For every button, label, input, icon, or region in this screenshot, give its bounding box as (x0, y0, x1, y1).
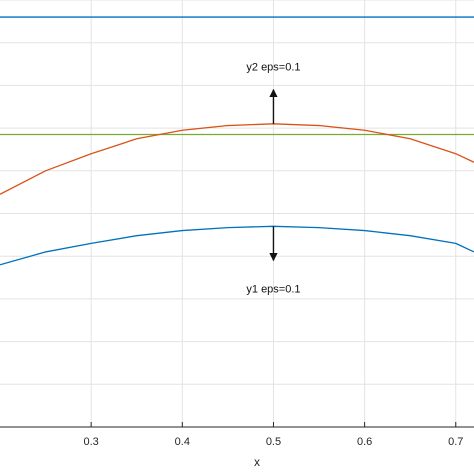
x-axis-label: x (254, 455, 260, 469)
x-tick-label: 0.3 (84, 436, 99, 448)
annotation-label-2: y1 eps=0.1 (246, 283, 300, 295)
grid-lines (0, 0, 474, 428)
x-tick-label: 0.5 (266, 436, 281, 448)
series-line-3 (0, 123, 474, 195)
x-tick-label: 0.4 (175, 436, 190, 448)
annotation-label-1: y2 eps=0.1 (246, 61, 300, 73)
x-tick-labels: 0.3 0.4 0.5 0.6 0.7 (84, 422, 463, 448)
x-tick-label: 0.7 (448, 436, 463, 448)
series-line-4 (0, 225, 474, 266)
annotations: y2 eps=0.1 y1 eps=0.1 (246, 61, 300, 295)
series-lines (0, 16, 474, 266)
x-tick-label: 0.6 (357, 436, 372, 448)
